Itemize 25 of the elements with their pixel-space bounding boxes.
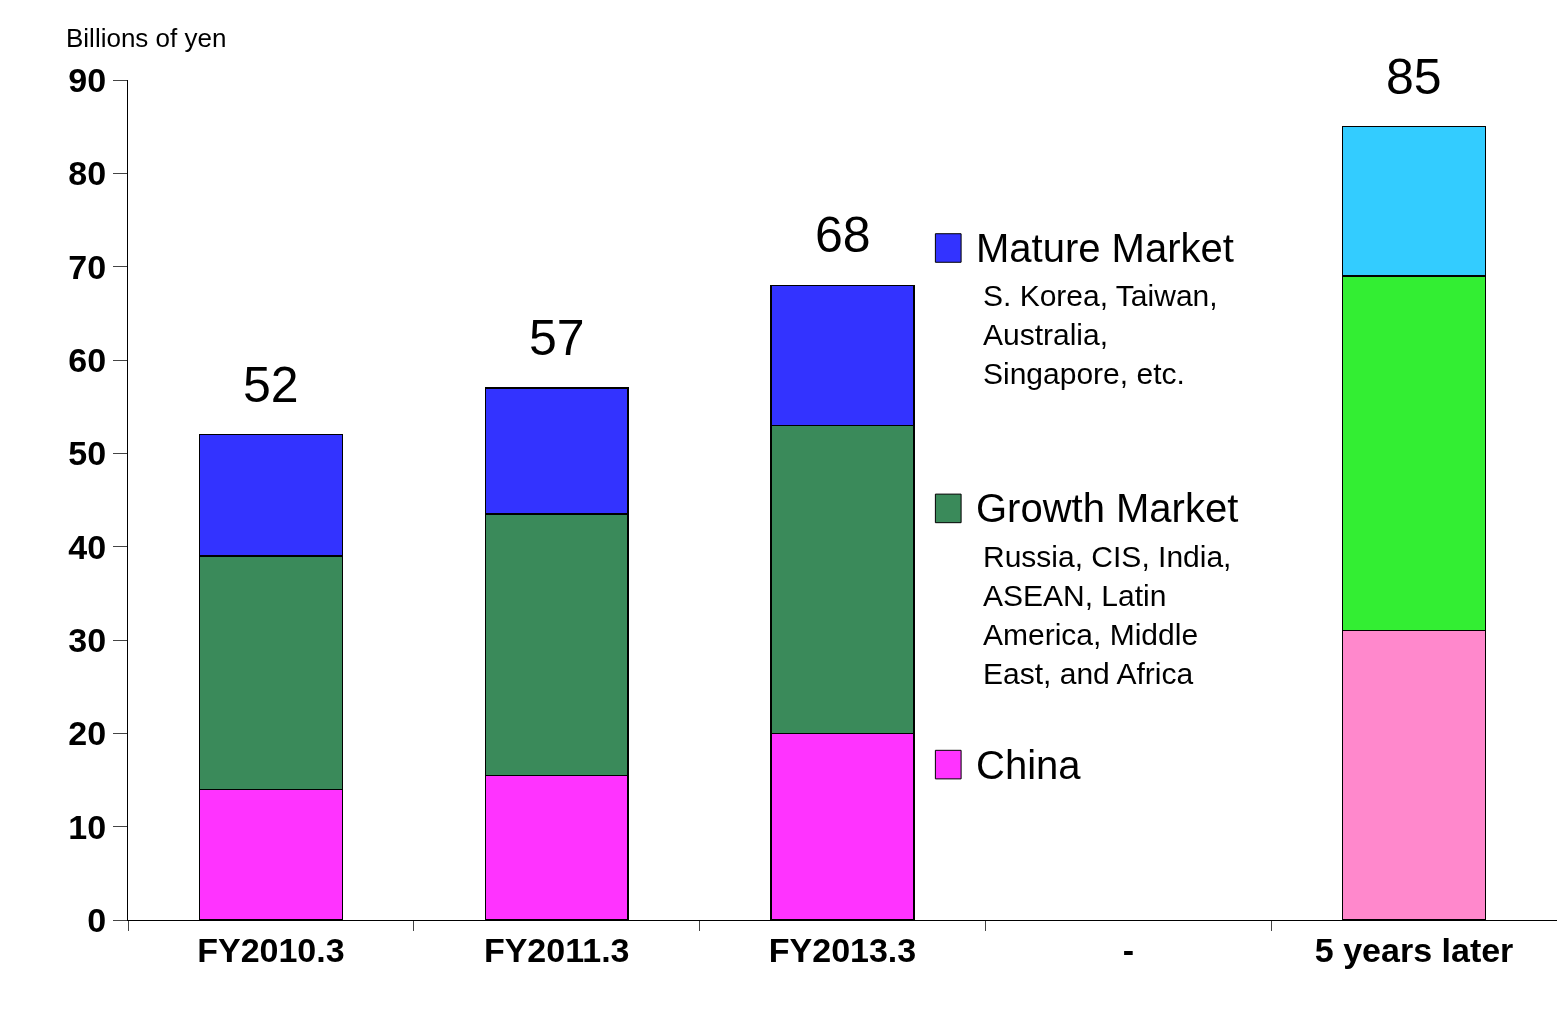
x-tick-label: FY2011.3 bbox=[483, 930, 630, 969]
total-label: 52 bbox=[243, 357, 299, 413]
y-tick-label: 10 bbox=[68, 807, 107, 846]
y-axis-title: Billions of yen bbox=[66, 23, 227, 53]
total-label: 85 bbox=[1386, 49, 1442, 105]
y-tick-label: 30 bbox=[68, 620, 107, 659]
total-label: 68 bbox=[815, 207, 871, 263]
legend-label: Growth Market bbox=[976, 486, 1239, 530]
annotation: Russia, CIS, India, ASEAN, Latin America, Middle East, and Africa bbox=[983, 540, 1232, 690]
y-tick-label: 70 bbox=[68, 247, 107, 286]
y-tick-label: 90 bbox=[68, 60, 107, 99]
y-tick-label: 0 bbox=[87, 900, 107, 939]
y-tick-label: 50 bbox=[68, 434, 107, 473]
legend-label: China bbox=[976, 743, 1082, 787]
y-tick-label: 60 bbox=[68, 340, 107, 379]
annotation: S. Korea, Taiwan, Australia, Singapore, etc. bbox=[983, 279, 1218, 390]
y-tick-label: 80 bbox=[68, 154, 107, 193]
total-label: 57 bbox=[529, 310, 585, 366]
y-tick-label: 20 bbox=[68, 714, 107, 753]
x-tick-label: - bbox=[1122, 930, 1134, 969]
x-tick-label: FY2010.3 bbox=[197, 930, 345, 969]
x-tick-label: 5 years later bbox=[1314, 930, 1514, 969]
legend-label: Mature Market bbox=[976, 226, 1234, 270]
x-tick-label: FY2013.3 bbox=[768, 930, 917, 969]
y-tick-label: 40 bbox=[68, 527, 107, 566]
